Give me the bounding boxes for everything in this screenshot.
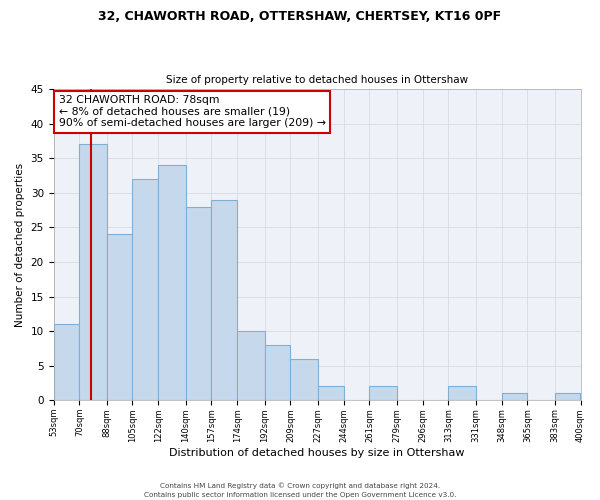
Bar bbox=[370, 386, 397, 400]
Bar bbox=[290, 359, 318, 401]
Text: Contains HM Land Registry data © Crown copyright and database right 2024.: Contains HM Land Registry data © Crown c… bbox=[160, 482, 440, 489]
Bar bbox=[79, 144, 107, 400]
Text: Contains public sector information licensed under the Open Government Licence v3: Contains public sector information licen… bbox=[144, 492, 456, 498]
Text: 32, CHAWORTH ROAD, OTTERSHAW, CHERTSEY, KT16 0PF: 32, CHAWORTH ROAD, OTTERSHAW, CHERTSEY, … bbox=[98, 10, 502, 23]
Bar bbox=[318, 386, 344, 400]
Text: 32 CHAWORTH ROAD: 78sqm
← 8% of detached houses are smaller (19)
90% of semi-det: 32 CHAWORTH ROAD: 78sqm ← 8% of detached… bbox=[59, 96, 326, 128]
Bar bbox=[53, 324, 79, 400]
Title: Size of property relative to detached houses in Ottershaw: Size of property relative to detached ho… bbox=[166, 76, 468, 86]
Bar bbox=[554, 394, 580, 400]
Bar bbox=[158, 165, 185, 400]
Bar bbox=[211, 200, 237, 400]
Bar bbox=[107, 234, 133, 400]
Bar bbox=[185, 206, 211, 400]
Bar bbox=[133, 179, 158, 400]
Bar bbox=[448, 386, 476, 400]
Bar bbox=[237, 331, 265, 400]
X-axis label: Distribution of detached houses by size in Ottershaw: Distribution of detached houses by size … bbox=[169, 448, 465, 458]
Bar bbox=[502, 394, 527, 400]
Y-axis label: Number of detached properties: Number of detached properties bbox=[15, 162, 25, 326]
Bar bbox=[265, 345, 290, 401]
